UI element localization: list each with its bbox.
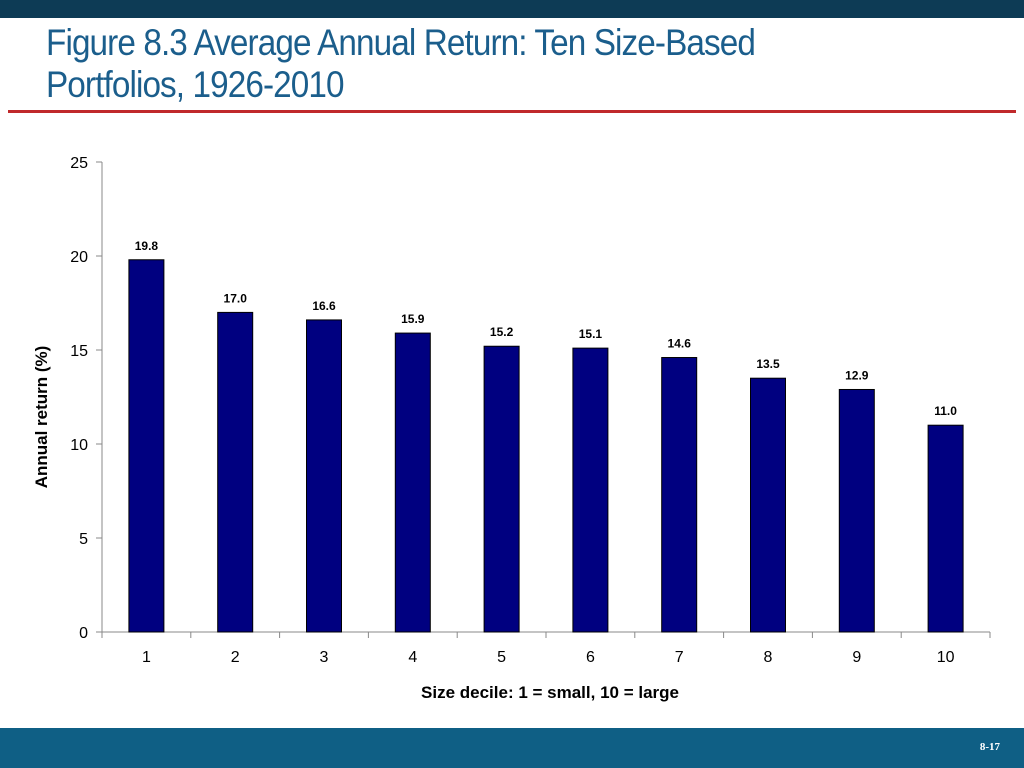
page-number: 8-17 bbox=[979, 741, 1000, 753]
y-tick-label: 5 bbox=[79, 531, 88, 548]
bar bbox=[750, 377, 786, 633]
x-tick-label: 9 bbox=[852, 649, 861, 666]
x-tick-label: 2 bbox=[231, 649, 240, 666]
data-label: 17.0 bbox=[224, 291, 248, 305]
y-tick-label: 15 bbox=[70, 343, 88, 360]
x-tick-label: 4 bbox=[408, 649, 417, 666]
bar-chart: 0 5 10 15 20 25 19.8 1 17.0 2 16.6 3 15.9 4 15.2 5 15.1 6… bbox=[70, 155, 991, 666]
bar bbox=[483, 345, 520, 633]
data-label: 16.6 bbox=[312, 299, 336, 313]
bar bbox=[927, 424, 964, 633]
y-tick-label: 10 bbox=[70, 437, 88, 454]
bar bbox=[306, 319, 342, 633]
x-tick-label: 5 bbox=[497, 649, 506, 666]
y-tick-label: 25 bbox=[70, 155, 88, 172]
data-label: 13.5 bbox=[756, 357, 780, 371]
y-tick-label: 0 bbox=[79, 625, 88, 642]
bar bbox=[217, 311, 254, 633]
y-tick-label: 20 bbox=[70, 249, 88, 266]
data-label: 15.2 bbox=[490, 325, 514, 339]
data-label: 15.9 bbox=[401, 312, 425, 326]
bar bbox=[661, 357, 698, 633]
x-tick-label: 10 bbox=[937, 649, 955, 666]
title-rule bbox=[8, 110, 1016, 113]
bar bbox=[838, 388, 875, 633]
bar bbox=[572, 347, 609, 633]
bar bbox=[128, 259, 165, 633]
x-tick-label: 6 bbox=[586, 649, 595, 666]
data-label: 12.9 bbox=[845, 368, 869, 382]
y-axis-title: Annual return (%) bbox=[32, 345, 51, 489]
data-label: 14.6 bbox=[668, 337, 692, 351]
data-label: 15.1 bbox=[579, 327, 603, 341]
data-label: 19.8 bbox=[135, 239, 159, 253]
x-tick-label: 7 bbox=[675, 649, 684, 666]
top-bar bbox=[0, 0, 1024, 18]
x-tick-label: 1 bbox=[142, 649, 151, 666]
slide-title: Figure 8.3 Average Annual Return: Ten Si… bbox=[46, 22, 756, 105]
x-tick-label: 8 bbox=[764, 649, 773, 666]
bottom-bar bbox=[0, 728, 1024, 768]
data-label: 11.0 bbox=[934, 404, 957, 418]
bar bbox=[394, 332, 431, 633]
x-tick-label: 3 bbox=[320, 649, 329, 666]
x-axis-title: Size decile: 1 = small, 10 = large bbox=[421, 683, 679, 702]
